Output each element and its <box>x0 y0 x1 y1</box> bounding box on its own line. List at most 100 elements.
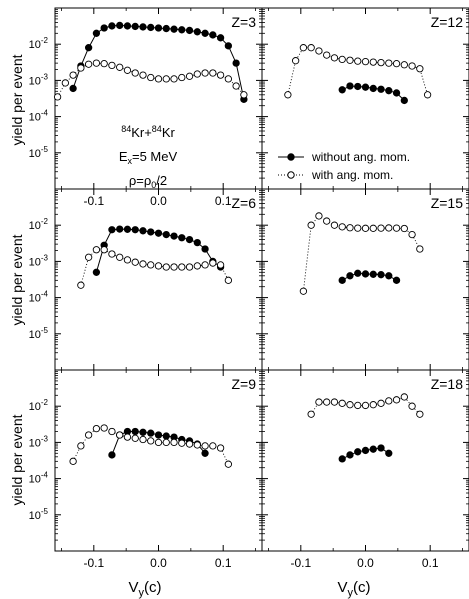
data-point-with <box>185 72 194 80</box>
data-point-with <box>361 57 370 66</box>
x-tick-label: 0.0 <box>357 556 374 570</box>
panel-frame-z18 <box>261 369 469 552</box>
excitation-post: =5 MeV <box>132 149 177 164</box>
x-tick-label: 0.1 <box>422 556 439 570</box>
y-tick-label-exponent: -3 <box>41 253 49 262</box>
data-point-with <box>416 245 424 253</box>
data-point-without <box>385 449 393 457</box>
legend-label-with: with ang. mom. <box>311 168 393 182</box>
data-point-without <box>369 270 377 278</box>
panel-label-z15: Z=15 <box>431 195 464 211</box>
data-point-without <box>147 429 155 437</box>
data-point-with <box>77 281 85 289</box>
y-tick-label-base: 10 <box>29 112 41 124</box>
data-point-with <box>84 253 93 261</box>
data-point-with <box>224 75 233 83</box>
data-point-with <box>162 438 170 447</box>
data-point-with <box>131 258 139 266</box>
density-post: /2 <box>156 173 167 188</box>
data-point-without <box>369 84 377 93</box>
x-axis-label-left-sub: y <box>139 587 145 599</box>
reaction-element2: Kr <box>162 125 176 140</box>
data-point-with <box>369 58 377 66</box>
data-point-without <box>69 84 77 93</box>
y-tick-label-exponent: -4 <box>41 109 49 118</box>
x-tick-label: 0.1 <box>215 194 232 208</box>
data-point-without <box>170 232 178 240</box>
data-point-with <box>400 393 408 401</box>
data-point-without <box>338 276 346 284</box>
data-point-without <box>377 85 385 93</box>
y-tick-label: 10-5 <box>29 507 49 522</box>
data-point-with <box>201 69 209 77</box>
y-tick-label-exponent: -4 <box>41 471 49 480</box>
data-point-with <box>147 261 155 269</box>
data-point-without <box>131 427 139 436</box>
data-point-without <box>139 227 147 235</box>
y-tick-label: 10-3 <box>29 72 49 87</box>
data-point-with <box>307 44 315 52</box>
data-point-with <box>416 410 424 418</box>
excitation-sub: x <box>128 156 133 166</box>
data-point-without <box>216 34 225 42</box>
y-tick-label-exponent: -2 <box>41 36 49 45</box>
data-point-without <box>338 455 346 463</box>
x-axis-label-left-main: V <box>128 579 138 596</box>
panel-label-z6: Z=6 <box>231 195 256 211</box>
data-point-with <box>209 442 217 450</box>
reaction-annotation: 84Kr+84Kr <box>121 124 175 140</box>
data-point-with <box>315 47 323 55</box>
x-tick-label: -0.1 <box>83 556 104 570</box>
data-point-with <box>354 401 362 410</box>
y-tick-label-base: 10 <box>29 474 41 486</box>
data-point-without <box>232 59 240 67</box>
x-axis-label-right-tail: (c) <box>353 579 371 596</box>
series-line-with-z15 <box>302 215 421 292</box>
data-point-without <box>392 89 401 97</box>
data-point-with <box>193 70 201 78</box>
data-point-with <box>170 75 178 83</box>
legend-marker-without <box>287 153 295 161</box>
data-point-with <box>400 224 408 233</box>
y-tick-label-exponent: -4 <box>41 290 49 299</box>
data-point-without <box>108 226 116 234</box>
data-point-without <box>84 44 93 52</box>
x-tick-label: 0.0 <box>150 556 167 570</box>
panel-label-z12: Z=12 <box>431 14 464 30</box>
data-point-without <box>385 87 393 95</box>
data-point-with <box>330 54 339 62</box>
y-tick-label: 10-5 <box>29 326 49 341</box>
y-tick-label-base: 10 <box>29 256 41 268</box>
y-tick-label-exponent: -2 <box>41 217 49 226</box>
y-tick-label-base: 10 <box>29 75 41 87</box>
y-tick-label: 10-2 <box>29 217 49 232</box>
data-point-with <box>201 442 209 450</box>
data-point-with <box>116 431 124 439</box>
data-point-without <box>147 23 155 32</box>
data-point-without <box>92 268 101 276</box>
x-axis-label-left-tail: (c) <box>144 579 162 596</box>
data-point-with <box>354 57 362 65</box>
data-point-with <box>408 402 416 410</box>
y-axis-label-middle: yield per event <box>9 234 25 325</box>
data-point-with <box>224 276 233 284</box>
panel-z15: Z=15 <box>261 188 469 371</box>
excitation-pre: E <box>119 149 128 164</box>
data-point-with <box>185 440 194 448</box>
y-tick-label-exponent: -3 <box>41 434 49 443</box>
data-point-with <box>162 263 170 271</box>
data-point-without <box>354 269 362 277</box>
panel-z12: Z=12 <box>261 7 469 190</box>
data-point-without <box>354 448 362 456</box>
data-point-without <box>361 446 370 455</box>
y-tick-label-base: 10 <box>29 220 41 232</box>
x-axis-label-right: Vy(c) <box>337 579 370 599</box>
data-point-with <box>108 427 116 436</box>
data-point-without <box>178 234 186 242</box>
data-point-without <box>178 26 186 34</box>
panels: 10-210-310-410-5-0.1 0.0 0.1Z=3 Z=1210-210-… <box>29 7 469 570</box>
data-point-with <box>77 64 85 72</box>
data-point-with <box>139 71 147 79</box>
data-point-with <box>361 224 370 232</box>
data-point-with <box>346 56 354 64</box>
